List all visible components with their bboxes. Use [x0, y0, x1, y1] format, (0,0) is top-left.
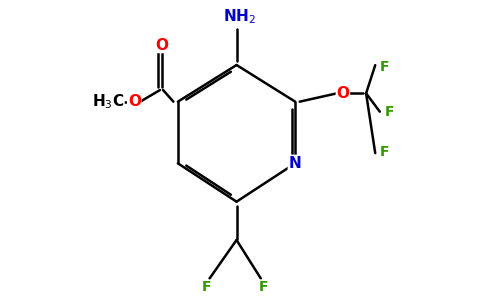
- Text: O: O: [128, 94, 141, 109]
- Text: N: N: [289, 156, 302, 171]
- Text: O: O: [155, 38, 168, 52]
- Text: F: F: [380, 145, 389, 159]
- Text: F: F: [380, 60, 389, 74]
- Text: F: F: [259, 280, 269, 294]
- Text: H$_3$C: H$_3$C: [91, 92, 124, 111]
- Text: F: F: [385, 105, 394, 119]
- Text: O: O: [336, 86, 349, 101]
- Text: F: F: [202, 280, 212, 294]
- Text: NH$_2$: NH$_2$: [223, 7, 256, 26]
